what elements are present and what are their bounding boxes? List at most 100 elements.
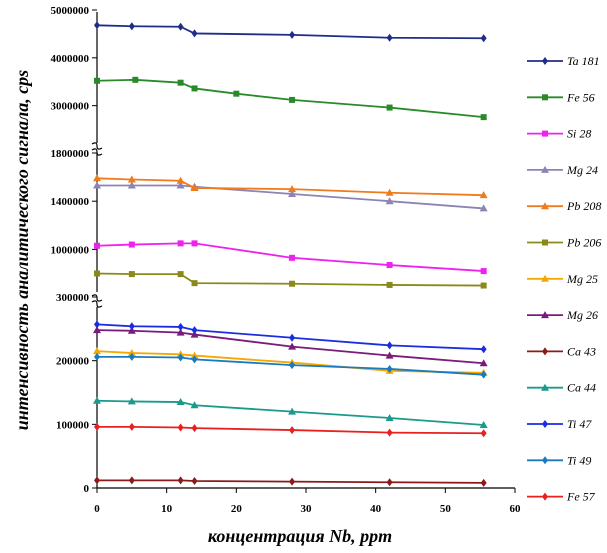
axis-break-mark-1: [91, 142, 103, 156]
data-point: [480, 478, 487, 487]
data-point: [289, 254, 296, 261]
data-point: [190, 401, 199, 409]
data-point: [94, 422, 100, 431]
legend-label: Mg 26: [566, 308, 598, 322]
data-point: [176, 181, 185, 189]
chart-axes: 0 10 20 30 40 50 60300000040000005000000100000…: [51, 5, 522, 515]
x-tick-label: 20: [231, 503, 243, 515]
data-point: [176, 398, 185, 406]
data-point: [94, 21, 100, 30]
data-point: [542, 94, 548, 101]
data-point: [385, 413, 394, 421]
legend-item: Ca 44: [527, 381, 596, 395]
plot-area: [93, 21, 488, 487]
series-line: [96, 177, 484, 197]
legend-label: Fe 56: [566, 90, 595, 104]
legend-item: Fe 56: [527, 90, 595, 104]
legend-label: Ta 181: [567, 54, 600, 68]
data-point: [127, 175, 136, 183]
data-point: [289, 30, 296, 39]
x-tick-label: 10: [161, 503, 173, 515]
legend-item: Ti 49: [527, 453, 591, 467]
series-si-28: [94, 240, 487, 275]
y-tick-label: 5000000: [51, 5, 90, 17]
legend-label: Pb 208: [566, 199, 601, 213]
y-tick-label: 100000: [56, 419, 90, 431]
data-point: [541, 202, 549, 210]
data-point: [386, 341, 393, 350]
data-point: [127, 349, 136, 357]
data-point: [190, 183, 199, 191]
legend-label: Ca 43: [567, 344, 596, 358]
data-point: [191, 29, 198, 38]
data-point: [94, 352, 100, 361]
data-point: [94, 270, 100, 277]
legend-label: Si 28: [567, 127, 591, 141]
data-point: [176, 176, 185, 184]
y-tick-label: 3000000: [51, 101, 90, 113]
data-point: [386, 478, 393, 487]
data-point: [94, 242, 100, 249]
data-point: [479, 359, 488, 367]
data-point: [127, 397, 136, 405]
legend-item: Ti 47: [527, 417, 592, 431]
legend-item: Fe 57: [527, 490, 596, 504]
y-axis-title: интенсивность аналитического сигнала, cp…: [12, 70, 32, 430]
data-point: [289, 426, 296, 435]
data-point: [191, 240, 198, 247]
y-tick-label: 1000000: [51, 244, 90, 256]
chart-legend: Ta 181 Fe 56 Si 28 Mg 24 Pb 208 Pb 206 Mg 25 Mg…: [527, 54, 601, 504]
y-tick-label: 300000: [56, 292, 90, 304]
data-point: [288, 189, 297, 197]
x-tick-label: 50: [440, 503, 452, 515]
data-point: [480, 268, 487, 275]
data-point: [94, 77, 100, 84]
series-ti-49: [94, 352, 487, 379]
data-point: [542, 347, 548, 356]
data-point: [93, 326, 101, 334]
data-point: [191, 85, 198, 92]
axis-break-mark-2: [91, 294, 103, 308]
data-point: [542, 456, 548, 465]
data-point: [386, 428, 393, 437]
data-point: [542, 492, 548, 501]
data-point: [542, 57, 548, 65]
data-point: [480, 114, 487, 121]
x-tick-label: 0: [94, 503, 100, 515]
legend-item: Mg 24: [527, 163, 598, 177]
data-point: [386, 262, 393, 269]
data-point: [177, 353, 184, 362]
data-point: [128, 271, 135, 278]
data-point: [191, 326, 198, 335]
data-point: [191, 355, 198, 364]
data-point: [177, 271, 184, 278]
legend-item: Pb 208: [527, 199, 601, 213]
legend-item: Ta 181: [527, 54, 600, 68]
y-tick-label: 1400000: [51, 196, 90, 208]
data-point: [542, 420, 548, 428]
data-point: [128, 422, 135, 431]
data-point: [386, 33, 393, 42]
series-ca-43: [94, 476, 487, 487]
data-point: [289, 280, 296, 287]
data-point: [93, 174, 101, 182]
data-point: [177, 79, 184, 86]
data-point: [176, 328, 185, 336]
data-point: [480, 429, 487, 438]
x-axis-title: концентрация Nb, ppm: [208, 526, 392, 546]
data-point: [177, 322, 184, 331]
data-point: [289, 477, 296, 486]
y-tick-label: 200000: [56, 356, 90, 368]
data-point: [385, 351, 394, 359]
data-point: [128, 22, 135, 31]
legend-item: Si 28: [527, 127, 591, 141]
data-point: [191, 424, 198, 433]
x-tick-label: 30: [301, 503, 313, 515]
y-tick-label: 0: [84, 483, 90, 495]
legend-label: Fe 57: [566, 490, 596, 504]
legend-label: Ti 49: [567, 453, 591, 467]
data-point: [288, 407, 297, 415]
data-point: [386, 104, 393, 111]
x-tick-label: 40: [370, 503, 382, 515]
